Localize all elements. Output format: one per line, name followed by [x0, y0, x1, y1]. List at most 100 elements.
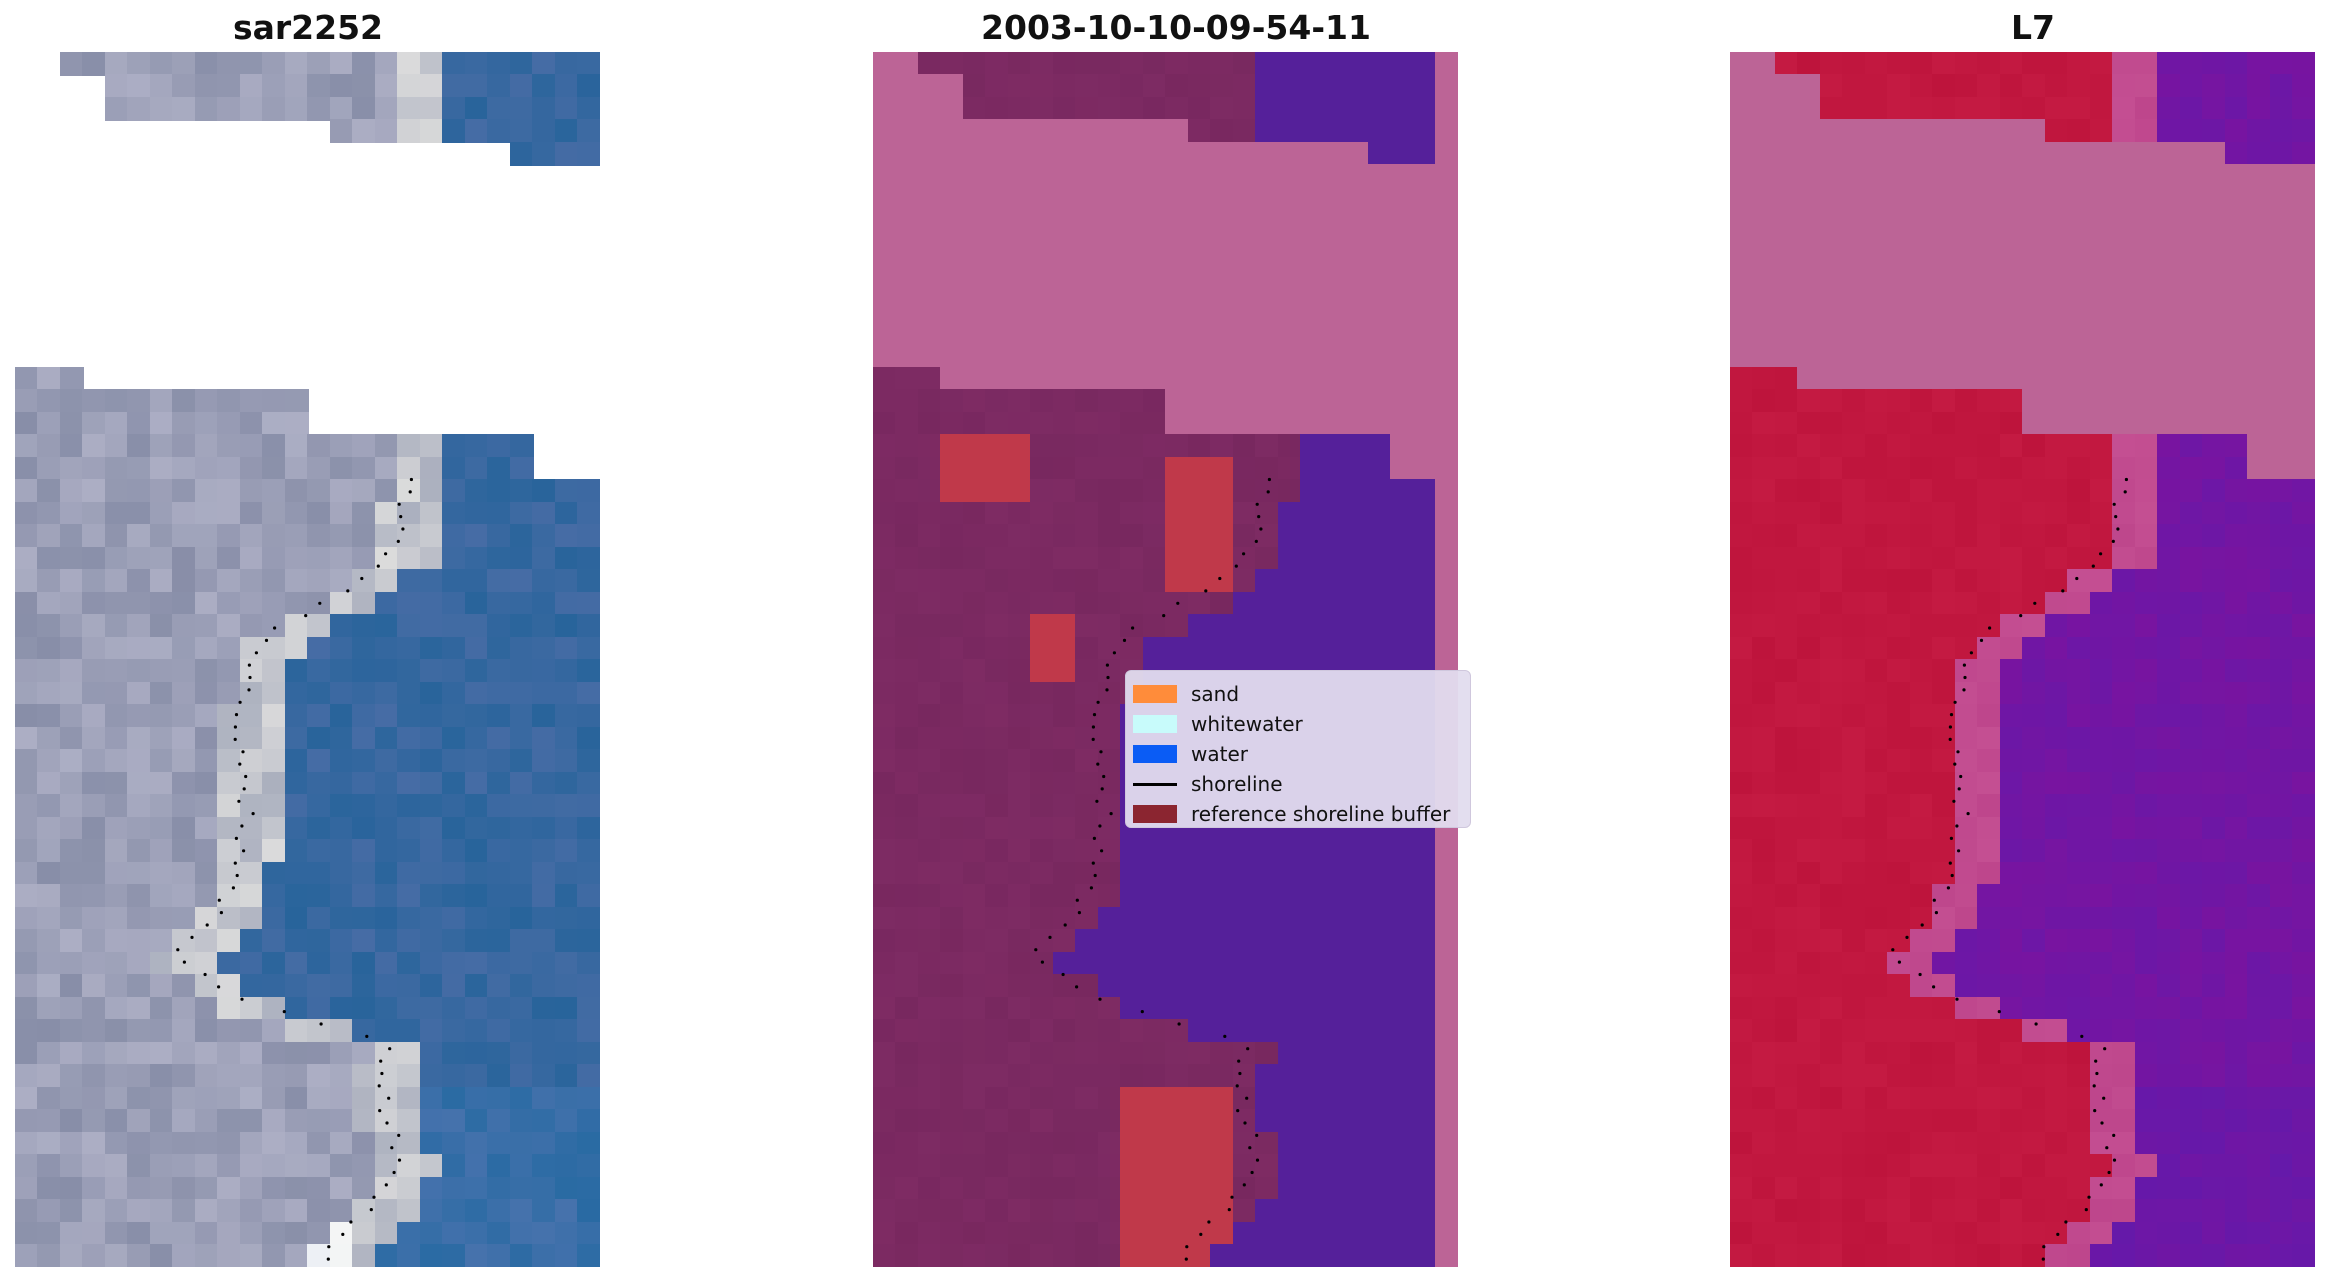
shoreline-point: [1948, 725, 1952, 729]
shoreline-point: [1255, 1158, 1260, 1162]
shoreline-point: [1956, 750, 1960, 754]
shoreline-point: [1953, 762, 1957, 766]
shoreline-point: [1959, 774, 1963, 779]
shoreline-point: [1267, 477, 1271, 482]
shoreline-point: [2080, 1034, 2084, 1038]
shoreline-point: [397, 1158, 402, 1162]
shoreline-point: [2092, 1084, 2096, 1088]
shoreline-point: [1255, 1133, 1259, 1137]
shoreline-point: [1242, 1183, 1246, 1187]
shoreline-point: [2107, 1170, 2111, 1175]
shoreline-point: [1092, 713, 1097, 717]
shoreline-point: [369, 1208, 373, 1212]
shoreline-point: [2112, 502, 2116, 506]
shoreline-point: [235, 873, 239, 878]
shoreline-point: [238, 700, 242, 704]
shoreline-point: [1077, 911, 1081, 915]
shoreline-point: [319, 1022, 323, 1026]
shoreline-point: [242, 787, 246, 791]
shoreline-point: [2091, 564, 2095, 568]
shoreline-point: [1184, 1257, 1188, 1261]
shoreline-point: [2041, 1257, 2045, 1261]
shoreline-point: [1100, 849, 1104, 853]
shoreline-point: [1034, 948, 1038, 952]
shoreline-point: [2112, 1158, 2117, 1162]
shoreline-point: [1091, 737, 1095, 742]
shoreline-point: [241, 750, 245, 754]
legend-swatch-water: [1133, 745, 1177, 763]
shoreline-point: [360, 576, 364, 581]
legend: sand whitewater water shoreline referenc…: [1125, 670, 1471, 828]
legend-swatch-whitewater: [1133, 715, 1177, 733]
shoreline-point: [1988, 626, 1992, 630]
shoreline-point: [1227, 1208, 1231, 1212]
panel-title-rgb: sar2252: [232, 8, 384, 47]
shoreline-point: [1199, 1232, 1203, 1236]
shoreline-point: [1962, 663, 1966, 667]
shoreline-point: [2099, 1183, 2103, 1187]
shoreline-point: [1949, 836, 1953, 841]
shoreline-point: [244, 774, 248, 779]
shoreline-point: [2114, 515, 2118, 519]
shoreline-point: [1093, 873, 1097, 878]
shoreline-point: [1246, 1047, 1250, 1051]
shoreline-point: [2033, 601, 2037, 605]
shoreline-point: [2084, 1208, 2088, 1212]
shoreline-point: [396, 539, 400, 543]
shoreline-point: [1112, 651, 1116, 655]
shoreline-point: [1223, 1034, 1227, 1038]
index-image-map: [1730, 52, 2315, 1267]
shoreline-point: [1948, 861, 1952, 865]
shoreline-point: [384, 552, 388, 556]
shoreline-point: [2042, 1245, 2046, 1249]
legend-swatch-sand: [1133, 685, 1177, 703]
shoreline-point: [326, 1257, 330, 1261]
shoreline-point: [248, 675, 252, 680]
shoreline-point: [1997, 1010, 2001, 1014]
shoreline-point: [1040, 960, 1044, 964]
shoreline-point: [341, 1232, 345, 1236]
shoreline-point: [2124, 477, 2128, 482]
shoreline-point: [365, 1034, 369, 1038]
shoreline-point: [399, 515, 403, 519]
shoreline-point: [1102, 774, 1106, 779]
shoreline-point: [1099, 750, 1103, 754]
shoreline-point: [1105, 663, 1109, 667]
shoreline-point: [1061, 972, 1065, 977]
shoreline-point: [1204, 589, 1208, 593]
shoreline-point: [233, 861, 237, 865]
shoreline-point: [1891, 948, 1895, 952]
shoreline-point: [1100, 787, 1104, 791]
shoreline-point: [1955, 824, 1959, 828]
shoreline-point: [203, 972, 207, 977]
shoreline-point: [176, 948, 180, 952]
shoreline-point: [2112, 1133, 2116, 1137]
shoreline-point: [231, 886, 235, 890]
panel-title-index: L7: [2011, 8, 2055, 47]
legend-item-whitewater: whitewater: [1126, 711, 1470, 737]
shoreline-point: [384, 1183, 388, 1187]
shoreline-point: [1162, 614, 1166, 618]
shoreline-point: [1932, 985, 1936, 989]
shoreline-point: [401, 527, 405, 531]
shoreline-point: [1946, 886, 1950, 890]
shoreline-point: [1934, 911, 1938, 915]
shoreline-point: [247, 688, 251, 692]
shoreline-point: [2087, 1195, 2091, 1199]
shoreline-point: [1250, 1170, 1254, 1175]
shoreline-point: [254, 651, 258, 655]
shoreline-point: [392, 1170, 396, 1175]
shoreline-point: [2105, 1146, 2109, 1150]
shoreline-point: [1266, 490, 1270, 494]
shoreline-point: [237, 799, 241, 803]
legend-line-shoreline: [1133, 783, 1177, 786]
shoreline-point: [408, 490, 412, 494]
shoreline-point: [1236, 1109, 1240, 1113]
shoreline-point: [1237, 1059, 1241, 1063]
shoreline-point: [1259, 527, 1263, 531]
shoreline-point: [2123, 490, 2127, 494]
shoreline-point: [327, 1245, 331, 1249]
shoreline-point: [2056, 1232, 2060, 1236]
shoreline-point: [1218, 576, 1222, 581]
shoreline-point: [1234, 564, 1238, 568]
